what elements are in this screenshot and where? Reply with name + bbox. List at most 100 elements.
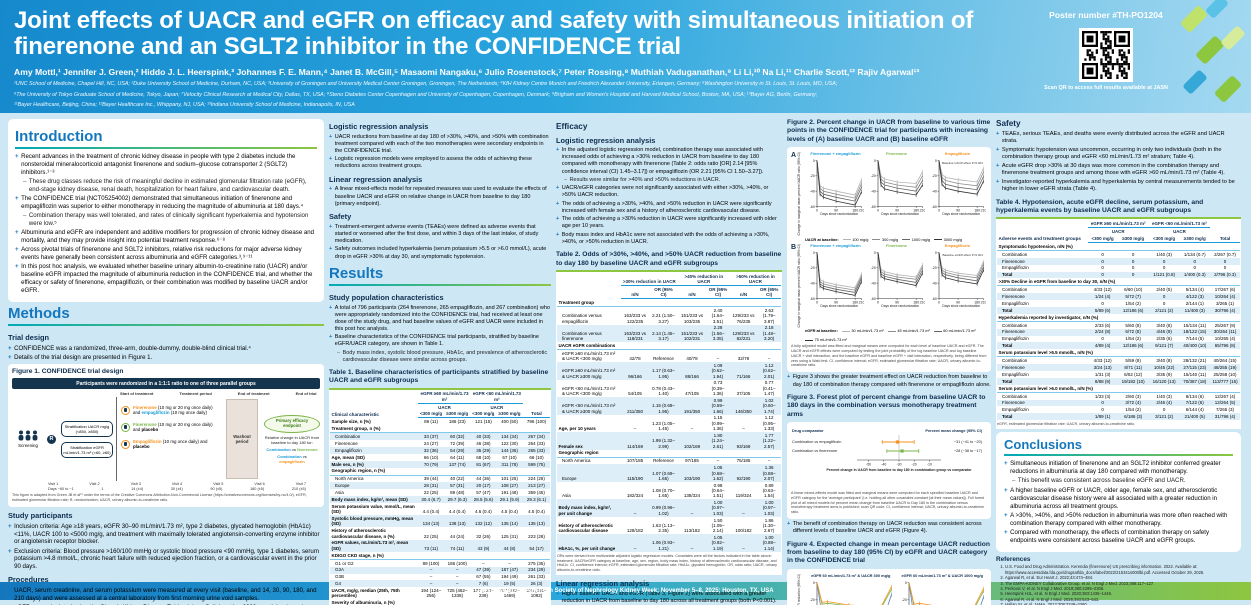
- table-cell: 4.5 (0.4): [528, 509, 545, 515]
- table-cell: 11/400 (3): [1184, 307, 1205, 313]
- table-cell: 7 (6): [478, 581, 488, 587]
- table-cell: 15/140 (11): [1183, 371, 1207, 377]
- table-row-label: Combination versus empagliflozin: [562, 313, 602, 324]
- table-cell: 6/144 (4): [1185, 407, 1204, 413]
- svg-text:210: 210: [859, 209, 864, 213]
- svg-text:Days since randomization: Days since randomization: [820, 212, 858, 216]
- table-cell: 0: [1131, 251, 1135, 257]
- svg-text:-60: -60: [810, 205, 815, 209]
- table-cell: 151/233 vs 102/231: [680, 330, 703, 342]
- bullet-marker: +: [15, 153, 19, 160]
- table-section-label: KDIGO CKD stage, n (%): [330, 551, 550, 560]
- table-cell: 137 (74): [448, 461, 466, 467]
- table-cell: –: [742, 510, 745, 516]
- table-section-row: Serum potassium level >6.0 mmol/L, n/N (…: [997, 384, 1240, 393]
- table-cell: 33 (37): [423, 434, 439, 439]
- table-cell: 35 (29): [476, 447, 491, 453]
- table-row-label: Total: [1002, 307, 1013, 313]
- study-population-bullets: + A total of 796 participants (264 finere…: [329, 303, 551, 364]
- table-cell: 0.89 (0.63–1.54): [762, 482, 776, 499]
- series-line: [816, 160, 862, 206]
- table-cell: 121 (15): [474, 419, 492, 425]
- table-row-label: Body mass index, kg/m², mean (SD): [331, 497, 408, 503]
- subplot: Empagliflozin 0 -20 -40 -60 0 90 180 210 Baseline…: [928, 243, 987, 328]
- svg-text:-20: -20: [810, 266, 815, 270]
- references-list: U.S. Food and Drug Administration. Keren…: [996, 564, 1241, 605]
- figure1-banner: Participants were randomized in a 1:1:1 …: [12, 378, 320, 390]
- table-cell: 4.4 (0.4): [448, 509, 466, 515]
- table-cell: 30/264 (11): [1213, 329, 1237, 335]
- svg-text:-60: -60: [932, 205, 937, 209]
- table-cell: 1.12 (0.95–1.33): [762, 415, 776, 432]
- bullet-item: + The odds of achieving a >30% reduction …: [556, 216, 777, 230]
- sub-bullet-marker: –: [23, 177, 27, 185]
- bullet-marker: +: [8, 522, 12, 530]
- table-cell: 1.08 (0.70–1.65): [652, 487, 675, 499]
- primary-endpoint-text: Relative change in UACR from baseline to…: [264, 434, 320, 445]
- chart-panel: A Change in marginal mean percent UACR ra…: [791, 151, 987, 236]
- table-cell: 599 (75): [528, 461, 545, 467]
- table-cell: –: [429, 567, 433, 573]
- table-cell: 5/134 (4): [1185, 287, 1204, 293]
- table-row-label: eGFR values, mL/min/1.73 m², mean (SD): [331, 540, 409, 551]
- svg-text:-40: -40: [881, 462, 886, 466]
- table-cell: 12/186 (6): [1122, 343, 1144, 349]
- table-row-label: Finerenone: [1002, 294, 1025, 300]
- svg-text:180: 180: [852, 300, 858, 304]
- figure4-charts: Change in marginal mean percentage UACR …: [791, 573, 987, 605]
- qr-code-icon[interactable]: [1079, 28, 1133, 82]
- table-cell: 10/45 (22): [1153, 364, 1175, 370]
- table-cell: 44 (24): [450, 533, 465, 539]
- table-row-label: Serum potassium value, mmol/L, mean (SD): [331, 503, 415, 515]
- efficacy-logistic-bullets: + In the adjusted logistic regression mod…: [556, 146, 782, 247]
- bullet-marker: +: [1004, 511, 1008, 519]
- table-cell: 0: [1101, 300, 1104, 306]
- table-cell: 5/72 (7): [1125, 294, 1141, 300]
- table-row-label: eGFR ≥60 mL/min/1.73 m² & UACR <300 mg/g: [562, 350, 616, 362]
- sub-bullet-item: – This benefit was consistent across base…: [1012, 477, 1186, 485]
- table-row-label: eGFR ≥60 mL/min/1.73 m² & UACR ≥300 mg/g: [562, 368, 616, 379]
- figure3-footnote: A linear mixed-effects model was fitted …: [791, 490, 985, 515]
- table-cell: 29.1 (5.9): [499, 497, 520, 503]
- table-cell: 48/255 (19): [1213, 364, 1237, 370]
- table-row: History of atherosclerotic cardiovascula…: [330, 527, 550, 539]
- table-row: Combination versus empagliflozin 163/233 …: [557, 307, 781, 325]
- svg-text:Days since randomization: Days since randomization: [942, 304, 980, 308]
- poster-title: Joint effects of UACR and eGFR on effica…: [14, 7, 974, 61]
- table-section-row: KDIGO CKD stage, n (%): [330, 551, 550, 560]
- bullet-item: + A total of 796 participants (264 finere…: [329, 304, 550, 332]
- subplot: Finerenone + empagliflozin 0 -20 -40 -60 0 90 1…: [806, 151, 865, 236]
- svg-text:Combination vs finerenone: Combination vs finerenone: [792, 449, 837, 453]
- bullet-marker: +: [787, 374, 791, 381]
- table-cell: 10/265 (4): [1214, 336, 1236, 342]
- svg-text:210: 210: [859, 300, 864, 304]
- legend-item: 30 mL/min/1.73 m²: [841, 328, 884, 333]
- pill-bottle-icon: [121, 422, 130, 432]
- table-cell: 93/169: [736, 443, 751, 449]
- references-heading: References: [996, 556, 1031, 564]
- table-row: Total 5/89 (6) 12/186 (6) 2/121 (2) 11/400 (…: [997, 307, 1240, 314]
- bullet-marker: +: [8, 547, 12, 555]
- table-group-header: >40% reduction in UACR: [677, 272, 730, 287]
- table-column-header: n/N: [620, 285, 650, 300]
- table-cell: 223 (28): [528, 533, 545, 539]
- text-segment: Finerenone: [133, 421, 157, 427]
- subplot: Finerenone 0 -20 -40 -60 0 90 180 210 Days since …: [867, 151, 926, 236]
- table-cell: –: [455, 567, 459, 573]
- column-analysis-results: Logistic regression analysis + UACR reduc…: [329, 119, 551, 605]
- table-cell: 1.15 (0.68–1.95): [652, 403, 675, 414]
- trial-arm: Finerenone (10 mg or 20 mg once daily) a…: [121, 405, 221, 416]
- bullet-item: + UACR, serum creatinine, and serum potas…: [8, 587, 317, 603]
- table-column-header: <300 mg/g: [470, 410, 497, 419]
- table-cell: 57 (47): [476, 490, 491, 496]
- table-section-label: Hyperkalemia reported by investigator, n…: [997, 313, 1240, 322]
- table-row: Total 8/88 (9) 19/182 (10) 16/120 (13) 70/38…: [997, 377, 1240, 385]
- figure2-title: Figure 2. Percent change in UACR from ba…: [787, 119, 991, 143]
- bullet-item: + UACR/eGFR categories were not significa…: [556, 185, 769, 199]
- table-row: Combination 2/33 (6) 5/60 (8) 3/40 (8) 15/13…: [997, 321, 1240, 328]
- table-row-label: HbA1c, %, per unit change: [558, 545, 616, 551]
- table-row: G1 or G2 89 (100) 186 (100) – – 275 (35): [330, 559, 550, 566]
- table-cell: 135 (14): [501, 521, 518, 527]
- table-cell: 264 (33): [528, 440, 545, 446]
- svg-text:90: 90: [956, 300, 960, 304]
